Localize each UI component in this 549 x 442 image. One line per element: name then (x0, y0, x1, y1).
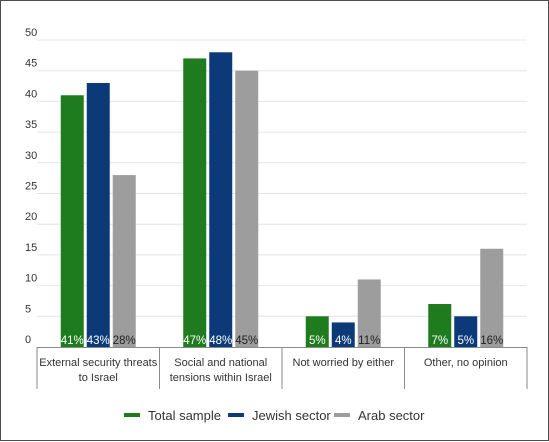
bar (86, 82, 110, 347)
bar (60, 95, 84, 347)
x-category-label: External security threats (39, 357, 157, 369)
y-tick-label: 40 (25, 88, 37, 100)
y-tick-label: 25 (25, 181, 37, 193)
bar (480, 248, 504, 347)
y-tick-label: 30 (25, 150, 37, 162)
data-label: 5% (309, 335, 326, 347)
y-tick-label: 5 (25, 303, 31, 315)
data-label: 45% (235, 335, 258, 347)
legend-label: Total sample (148, 408, 221, 423)
bar (183, 58, 207, 348)
bar (209, 52, 233, 347)
data-label: 5% (457, 335, 474, 347)
x-category-label: Social and national (174, 357, 267, 369)
bar (454, 316, 478, 347)
x-category-label: Other, no opinion (424, 357, 508, 369)
bar (112, 175, 136, 347)
bar (357, 279, 381, 347)
bar (235, 70, 259, 347)
y-tick-label: 15 (25, 242, 37, 254)
y-tick-label: 10 (25, 273, 37, 285)
data-label: 41% (61, 335, 84, 347)
legend-label: Arab sector (358, 408, 425, 423)
data-label: 28% (113, 335, 136, 347)
y-tick-label: 50 (25, 27, 37, 39)
data-labels: 41% 43% 28% 47% 48% 45% 5% 4% 11% 7% 5% 16% (61, 335, 504, 347)
y-tick-label: 0 (25, 334, 31, 346)
data-label: 47% (183, 335, 206, 347)
bar (305, 316, 329, 347)
data-label: 4% (335, 335, 352, 347)
gridlines (37, 39, 527, 317)
y-tick-label: 45 (25, 58, 37, 70)
y-tick-label: 20 (25, 211, 37, 223)
data-label: 16% (480, 335, 503, 347)
data-label: 7% (431, 335, 448, 347)
x-category-label: to Israel (79, 372, 118, 384)
bar (428, 304, 452, 347)
x-category-label: Not worried by either (293, 357, 395, 369)
x-category-label: tensions within Israel (170, 372, 272, 384)
bar (331, 322, 355, 347)
data-label: 43% (87, 335, 110, 347)
bars (60, 52, 504, 348)
legend-label: Jewish sector (252, 408, 331, 423)
y-tick-label: 35 (25, 119, 37, 131)
legend: Total sample Jewish sector Arab sector (124, 408, 425, 423)
data-label: 11% (358, 335, 380, 347)
x-axis: External security threats to Israel Social… (36, 347, 528, 389)
y-axis-ticks: 0 5 10 15 20 25 30 35 40 45 50 (25, 27, 37, 346)
data-label: 48% (209, 335, 232, 347)
